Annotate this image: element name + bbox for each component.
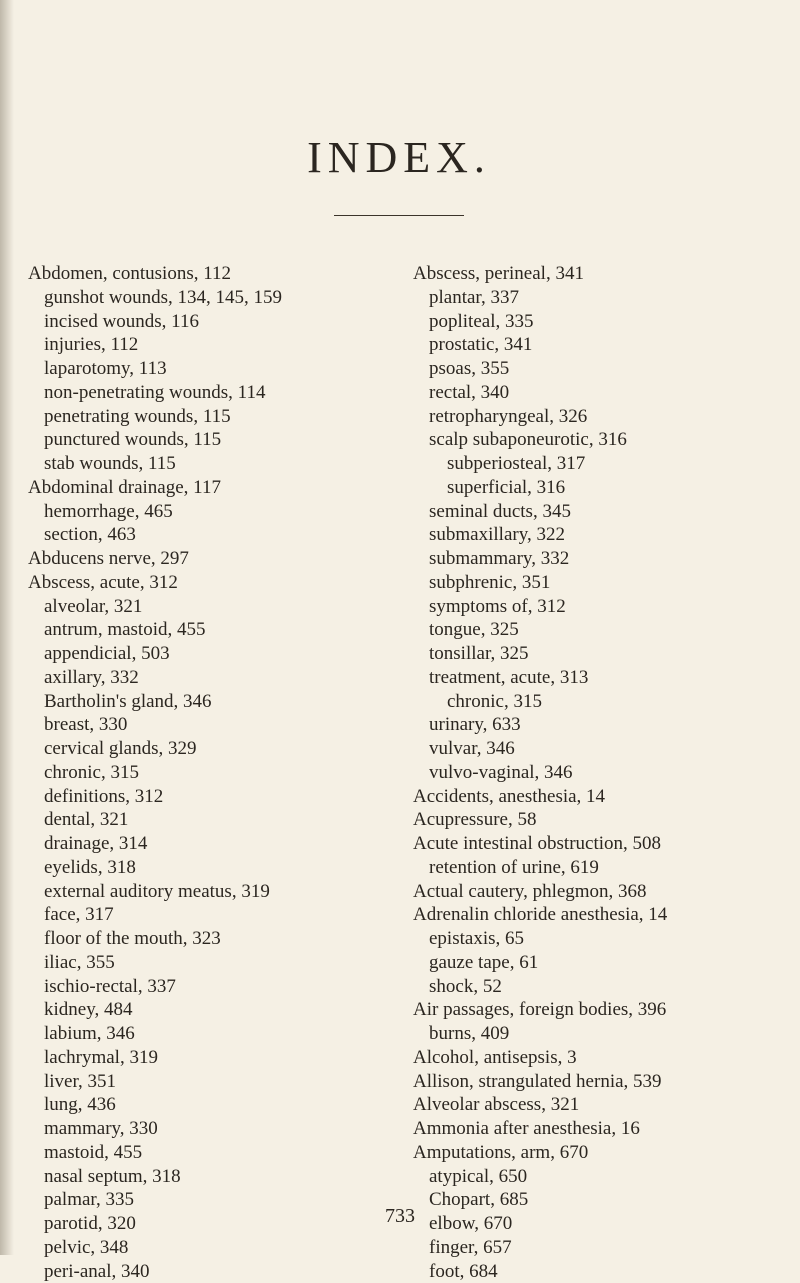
index-entry: Abdomen, contusions, 112 [28,262,385,286]
index-entry: Acupressure, 58 [413,808,770,832]
index-entry: retention of urine, 619 [413,856,770,880]
index-entry: mammary, 330 [28,1117,385,1141]
index-entry: Bartholin's gland, 346 [28,690,385,714]
index-entry: vulvar, 346 [413,737,770,761]
index-entry: treatment, acute, 313 [413,666,770,690]
index-entry: ischio-rectal, 337 [28,975,385,999]
index-entry: Abscess, perineal, 341 [413,262,770,286]
page-number: 733 [0,1204,800,1229]
index-entry: Actual cautery, phlegmon, 368 [413,880,770,904]
title-rule [334,215,464,216]
index-entry: tonsillar, 325 [413,642,770,666]
index-entry: Adrenalin chloride anesthesia, 14 [413,903,770,927]
index-entry: iliac, 355 [28,951,385,975]
index-entry: injuries, 112 [28,333,385,357]
index-entry: definitions, 312 [28,785,385,809]
index-entry: Accidents, anesthesia, 14 [413,785,770,809]
index-entry: breast, 330 [28,713,385,737]
index-entry: pelvic, 348 [28,1236,385,1260]
index-column-right: Abscess, perineal, 341plantar, 337poplit… [413,262,770,1283]
index-entry: submaxillary, 322 [413,523,770,547]
index-columns: Abdomen, contusions, 112gunshot wounds, … [28,262,770,1283]
index-page: INDEX. Abdomen, contusions, 112gunshot w… [0,0,800,1255]
index-entry: floor of the mouth, 323 [28,927,385,951]
index-entry: Abscess, acute, 312 [28,571,385,595]
index-entry: Acute intestinal obstruction, 508 [413,832,770,856]
binding-shadow [0,0,14,1255]
index-entry: chronic, 315 [28,761,385,785]
page-title: INDEX. [28,130,770,185]
index-entry: rectal, 340 [413,381,770,405]
index-entry: Ammonia after anesthesia, 16 [413,1117,770,1141]
index-entry: plantar, 337 [413,286,770,310]
index-entry: eyelids, 318 [28,856,385,880]
index-entry: liver, 351 [28,1070,385,1094]
index-entry: urinary, 633 [413,713,770,737]
index-entry: submammary, 332 [413,547,770,571]
index-entry: prostatic, 341 [413,333,770,357]
index-entry: lung, 436 [28,1093,385,1117]
index-entry: antrum, mastoid, 455 [28,618,385,642]
index-entry: gauze tape, 61 [413,951,770,975]
index-entry: punctured wounds, 115 [28,428,385,452]
index-entry: symptoms of, 312 [413,595,770,619]
index-entry: Abducens nerve, 297 [28,547,385,571]
index-entry: scalp subaponeurotic, 316 [413,428,770,452]
index-entry: face, 317 [28,903,385,927]
index-entry: lachrymal, 319 [28,1046,385,1070]
index-entry: tongue, 325 [413,618,770,642]
index-entry: Air passages, foreign bodies, 396 [413,998,770,1022]
index-entry: burns, 409 [413,1022,770,1046]
index-entry: Amputations, arm, 670 [413,1141,770,1165]
index-column-left: Abdomen, contusions, 112gunshot wounds, … [28,262,385,1283]
index-entry: hemorrhage, 465 [28,500,385,524]
index-entry: subphrenic, 351 [413,571,770,595]
index-entry: foot, 684 [413,1260,770,1283]
index-entry: nasal septum, 318 [28,1165,385,1189]
index-entry: finger, 657 [413,1236,770,1260]
index-entry: section, 463 [28,523,385,547]
index-entry: chronic, 315 [413,690,770,714]
index-entry: superficial, 316 [413,476,770,500]
index-entry: dental, 321 [28,808,385,832]
index-entry: atypical, 650 [413,1165,770,1189]
index-entry: external auditory meatus, 319 [28,880,385,904]
index-entry: seminal ducts, 345 [413,500,770,524]
index-entry: epistaxis, 65 [413,927,770,951]
index-entry: vulvo-vaginal, 346 [413,761,770,785]
index-entry: stab wounds, 115 [28,452,385,476]
index-entry: penetrating wounds, 115 [28,405,385,429]
index-entry: drainage, 314 [28,832,385,856]
index-entry: cervical glands, 329 [28,737,385,761]
index-entry: psoas, 355 [413,357,770,381]
index-entry: popliteal, 335 [413,310,770,334]
index-entry: Abdominal drainage, 117 [28,476,385,500]
index-entry: subperiosteal, 317 [413,452,770,476]
index-entry: Alcohol, antisepsis, 3 [413,1046,770,1070]
index-entry: retropharyngeal, 326 [413,405,770,429]
index-entry: laparotomy, 113 [28,357,385,381]
index-entry: Alveolar abscess, 321 [413,1093,770,1117]
index-entry: peri-anal, 340 [28,1260,385,1283]
index-entry: shock, 52 [413,975,770,999]
index-entry: appendicial, 503 [28,642,385,666]
index-entry: incised wounds, 116 [28,310,385,334]
index-entry: labium, 346 [28,1022,385,1046]
index-entry: Allison, strangulated hernia, 539 [413,1070,770,1094]
index-entry: non-penetrating wounds, 114 [28,381,385,405]
index-entry: kidney, 484 [28,998,385,1022]
index-entry: gunshot wounds, 134, 145, 159 [28,286,385,310]
index-entry: alveolar, 321 [28,595,385,619]
index-entry: mastoid, 455 [28,1141,385,1165]
index-entry: axillary, 332 [28,666,385,690]
